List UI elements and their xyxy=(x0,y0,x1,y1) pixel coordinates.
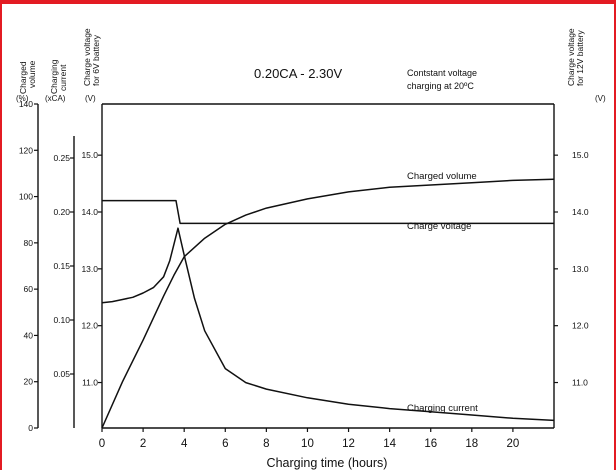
left-red-border xyxy=(0,0,2,470)
x-tick-label-1: 2 xyxy=(140,438,146,450)
tick-label-voltage_12v-0: 11.0 xyxy=(572,378,588,388)
series-line-charging-current xyxy=(101,227,555,422)
series-line-charge-voltage xyxy=(102,199,554,225)
x-axis-label: Charging time (hours) xyxy=(267,456,388,470)
tick-label-charging_current-1: 0.10 xyxy=(53,315,70,325)
axis-title-charged-volume-1: Charged xyxy=(18,61,28,94)
series-label-charge-voltage: Charge voltage xyxy=(407,221,471,232)
axis-unit-voltage-6v: (V) xyxy=(85,94,96,103)
tick-label-charging_current-0: 0.05 xyxy=(53,369,70,379)
tick-label-voltage_12v-1: 12.0 xyxy=(572,321,589,331)
x-tick-label-9: 18 xyxy=(465,438,478,450)
top-red-bar xyxy=(0,0,616,4)
x-tick-label-6: 12 xyxy=(342,438,355,450)
tick-label-voltage_6v-0: 11.0 xyxy=(82,378,98,388)
tick-label-charged_volume-2: 40 xyxy=(24,330,34,340)
axis-unit-charging-current: (xCA) xyxy=(45,94,66,103)
tick-label-voltage_12v-3: 14.0 xyxy=(572,207,589,217)
tick-label-charged_volume-1: 20 xyxy=(24,377,34,387)
chart-title: 0.20CA - 2.30V xyxy=(254,66,342,81)
axis-title-charging-current-1: Charging xyxy=(49,59,59,94)
tick-label-charged_volume-4: 80 xyxy=(24,238,34,248)
tick-label-voltage_6v-2: 13.0 xyxy=(81,264,98,274)
x-tick-label-5: 10 xyxy=(301,438,314,450)
tick-label-voltage_12v-4: 15.0 xyxy=(572,150,589,160)
right-red-border xyxy=(614,0,616,470)
series-line-charged-volume xyxy=(101,178,555,429)
tick-label-charging_current-2: 0.15 xyxy=(53,261,70,271)
x-tick-label-0: 0 xyxy=(99,438,105,450)
tick-label-voltage_6v-1: 12.0 xyxy=(81,321,98,331)
series-label-charging-current: Charging current xyxy=(407,403,478,414)
x-tick-label-2: 4 xyxy=(181,438,188,450)
note-line-2: charging at 20ºC xyxy=(407,81,474,91)
axis-unit-charged-volume: (%) xyxy=(16,94,29,103)
axis-title-voltage-12v-1: Charge voltage xyxy=(566,28,576,86)
axis-title-charged-volume-2: volume xyxy=(27,60,37,88)
axis-title-voltage-6v-2: for 6V battery xyxy=(91,34,101,86)
x-tick-label-8: 16 xyxy=(424,438,437,450)
x-tick-label-3: 6 xyxy=(222,438,228,450)
tick-label-charged_volume-6: 120 xyxy=(19,145,33,155)
tick-label-charged_volume-0: 0 xyxy=(28,423,33,433)
x-tick-label-10: 20 xyxy=(507,438,520,450)
axis-unit-voltage-12v: (V) xyxy=(595,94,606,103)
axis-title-voltage-12v-2: for 12V battery xyxy=(575,29,585,86)
note-line-1: Contstant voltage xyxy=(407,68,477,78)
tick-label-voltage_6v-3: 14.0 xyxy=(81,207,98,217)
axis-title-charging-current-2: current xyxy=(58,64,68,91)
x-tick-label-7: 14 xyxy=(383,438,396,450)
tick-label-charged_volume-5: 100 xyxy=(19,192,33,202)
tick-label-charging_current-3: 0.20 xyxy=(53,207,70,217)
tick-label-charged_volume-3: 60 xyxy=(24,284,34,294)
tick-label-charged_volume-7: 140 xyxy=(19,99,33,109)
tick-label-voltage_6v-4: 15.0 xyxy=(81,150,98,160)
tick-label-charging_current-4: 0.25 xyxy=(53,153,70,163)
series-label-charged-volume: Charged volume xyxy=(407,171,477,182)
axis-title-voltage-6v-1: Charge voltage xyxy=(82,28,92,86)
x-tick-label-4: 8 xyxy=(263,438,269,450)
tick-label-voltage_12v-2: 13.0 xyxy=(572,264,589,274)
